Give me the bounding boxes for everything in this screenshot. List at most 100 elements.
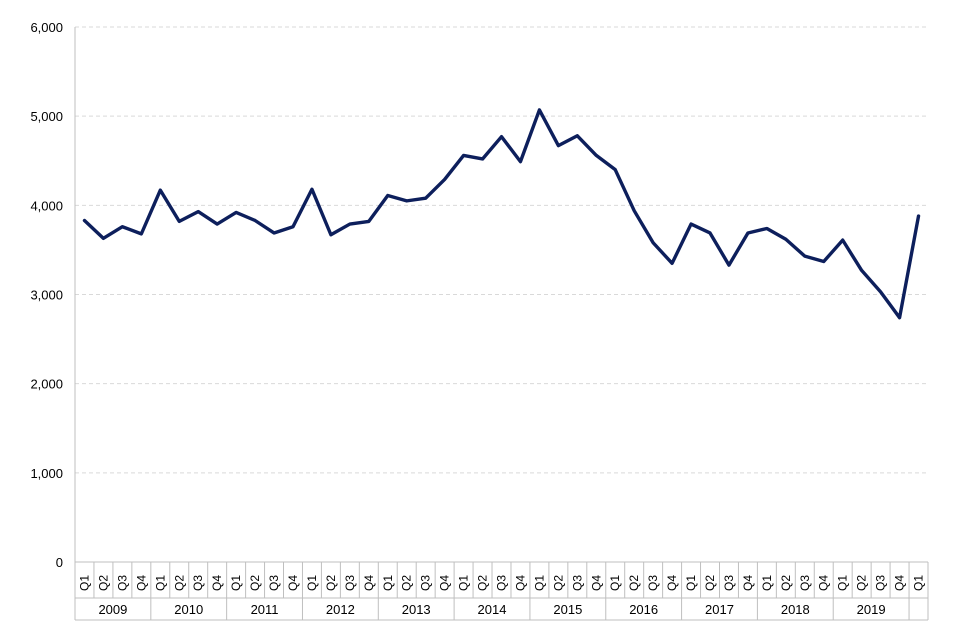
series-point bbox=[235, 211, 238, 214]
year-label: 2013 bbox=[402, 602, 431, 617]
quarter-label: Q3 bbox=[495, 575, 509, 591]
series-point bbox=[671, 262, 674, 265]
quarter-label: Q1 bbox=[532, 575, 546, 591]
quarter-label: Q2 bbox=[855, 575, 869, 591]
quarter-label: Q4 bbox=[893, 575, 907, 591]
series-point bbox=[633, 209, 636, 212]
quarter-label: Q3 bbox=[343, 575, 357, 591]
quarter-label: Q4 bbox=[362, 575, 376, 591]
grid-layer bbox=[75, 26, 928, 474]
quarter-label: Q1 bbox=[381, 575, 395, 591]
series-point bbox=[860, 269, 863, 272]
series-point bbox=[765, 227, 768, 230]
series-point bbox=[159, 189, 162, 192]
quarter-label: Q4 bbox=[513, 575, 527, 591]
year-layer: 2009 2010 2011 2012 2013 2014 2015 2016 2017 2018… bbox=[98, 602, 885, 617]
year-label: 2010 bbox=[174, 602, 203, 617]
series-point bbox=[272, 231, 275, 234]
quarter-label: Q4 bbox=[817, 575, 831, 591]
quarter-label: Q2 bbox=[476, 575, 490, 591]
quarter-label: Q2 bbox=[96, 575, 110, 591]
quarter-label: Q2 bbox=[400, 575, 414, 591]
series-point bbox=[917, 214, 920, 217]
series-line bbox=[82, 108, 921, 320]
year-label: 2018 bbox=[781, 602, 810, 617]
series-point bbox=[481, 157, 484, 160]
quarter-label: Q1 bbox=[912, 575, 926, 591]
quarter-label: Q4 bbox=[438, 575, 452, 591]
series-point bbox=[253, 219, 256, 222]
series-point bbox=[291, 225, 294, 228]
quarter-label: Q1 bbox=[836, 575, 850, 591]
y-tick-label: 0 bbox=[56, 555, 63, 570]
series-point bbox=[500, 135, 503, 138]
quarter-label: Q4 bbox=[286, 575, 300, 591]
quarter-label: Q2 bbox=[324, 575, 338, 591]
year-label: 2017 bbox=[705, 602, 734, 617]
quarter-label: Q2 bbox=[551, 575, 565, 591]
series-point bbox=[879, 290, 882, 293]
quarter-label: Q3 bbox=[115, 575, 129, 591]
series-point bbox=[841, 239, 844, 242]
series-point bbox=[803, 255, 806, 258]
series-point bbox=[83, 219, 86, 222]
y-tick-label: 2,000 bbox=[30, 377, 63, 392]
quarter-label: Q1 bbox=[457, 575, 471, 591]
year-label: 2009 bbox=[98, 602, 127, 617]
series-point bbox=[727, 263, 730, 266]
year-label: 2011 bbox=[251, 602, 279, 617]
quarter-label: Q4 bbox=[210, 575, 224, 591]
quarter-label: Q3 bbox=[722, 575, 736, 591]
series-point bbox=[121, 225, 124, 228]
quarter-label: Q3 bbox=[874, 575, 888, 591]
series-point bbox=[348, 222, 351, 225]
quarter-label: Q2 bbox=[627, 575, 641, 591]
series-point bbox=[538, 108, 541, 111]
series-point bbox=[614, 168, 617, 171]
quarter-label: Q3 bbox=[570, 575, 584, 591]
quarter-label: Q1 bbox=[229, 575, 243, 591]
series-point bbox=[746, 231, 749, 234]
series-point bbox=[386, 194, 389, 197]
series-point bbox=[689, 222, 692, 225]
quarter-label: Q2 bbox=[248, 575, 262, 591]
quarter-label: Q3 bbox=[646, 575, 660, 591]
y-tick-label: 1,000 bbox=[30, 466, 63, 481]
series-point bbox=[329, 233, 332, 236]
series-point bbox=[784, 238, 787, 241]
series-layer bbox=[82, 108, 921, 320]
y-tick-label: 3,000 bbox=[30, 288, 63, 303]
y-tick-label: 6,000 bbox=[30, 20, 63, 35]
quarter-label: Q4 bbox=[134, 575, 148, 591]
series-point bbox=[443, 178, 446, 181]
quarter-label: Q1 bbox=[153, 575, 167, 591]
year-label: 2019 bbox=[857, 602, 886, 617]
series-point bbox=[595, 154, 598, 157]
series-point bbox=[519, 160, 522, 163]
year-label: 2014 bbox=[478, 602, 507, 617]
series-point bbox=[140, 232, 143, 235]
series-point bbox=[405, 199, 408, 202]
year-label: 2012 bbox=[326, 602, 355, 617]
quarter-label: Q3 bbox=[191, 575, 205, 591]
quarter-label: Q1 bbox=[305, 575, 319, 591]
quarter-label: Q1 bbox=[77, 575, 91, 591]
x-tick-layer: Q1 Q2 Q3 Q4 Q1 Q2 Q3 Q4 Q1 Q2 Q3 Q4 Q1 Q2 Q3 Q4 Q1 Q2 Q3 Q4… bbox=[77, 575, 925, 591]
quarter-label: Q1 bbox=[608, 575, 622, 591]
series-point bbox=[197, 210, 200, 213]
quarter-label: Q4 bbox=[665, 575, 679, 591]
year-label: 2015 bbox=[553, 602, 582, 617]
series-point bbox=[102, 237, 105, 240]
series-point bbox=[576, 134, 579, 137]
series-point bbox=[310, 188, 313, 191]
quarter-label: Q3 bbox=[798, 575, 812, 591]
quarter-label: Q2 bbox=[703, 575, 717, 591]
series-point bbox=[462, 154, 465, 157]
quarter-label: Q3 bbox=[267, 575, 281, 591]
quarter-label: Q2 bbox=[779, 575, 793, 591]
series-point bbox=[557, 144, 560, 147]
series-point bbox=[178, 220, 181, 223]
series-point bbox=[898, 316, 901, 319]
